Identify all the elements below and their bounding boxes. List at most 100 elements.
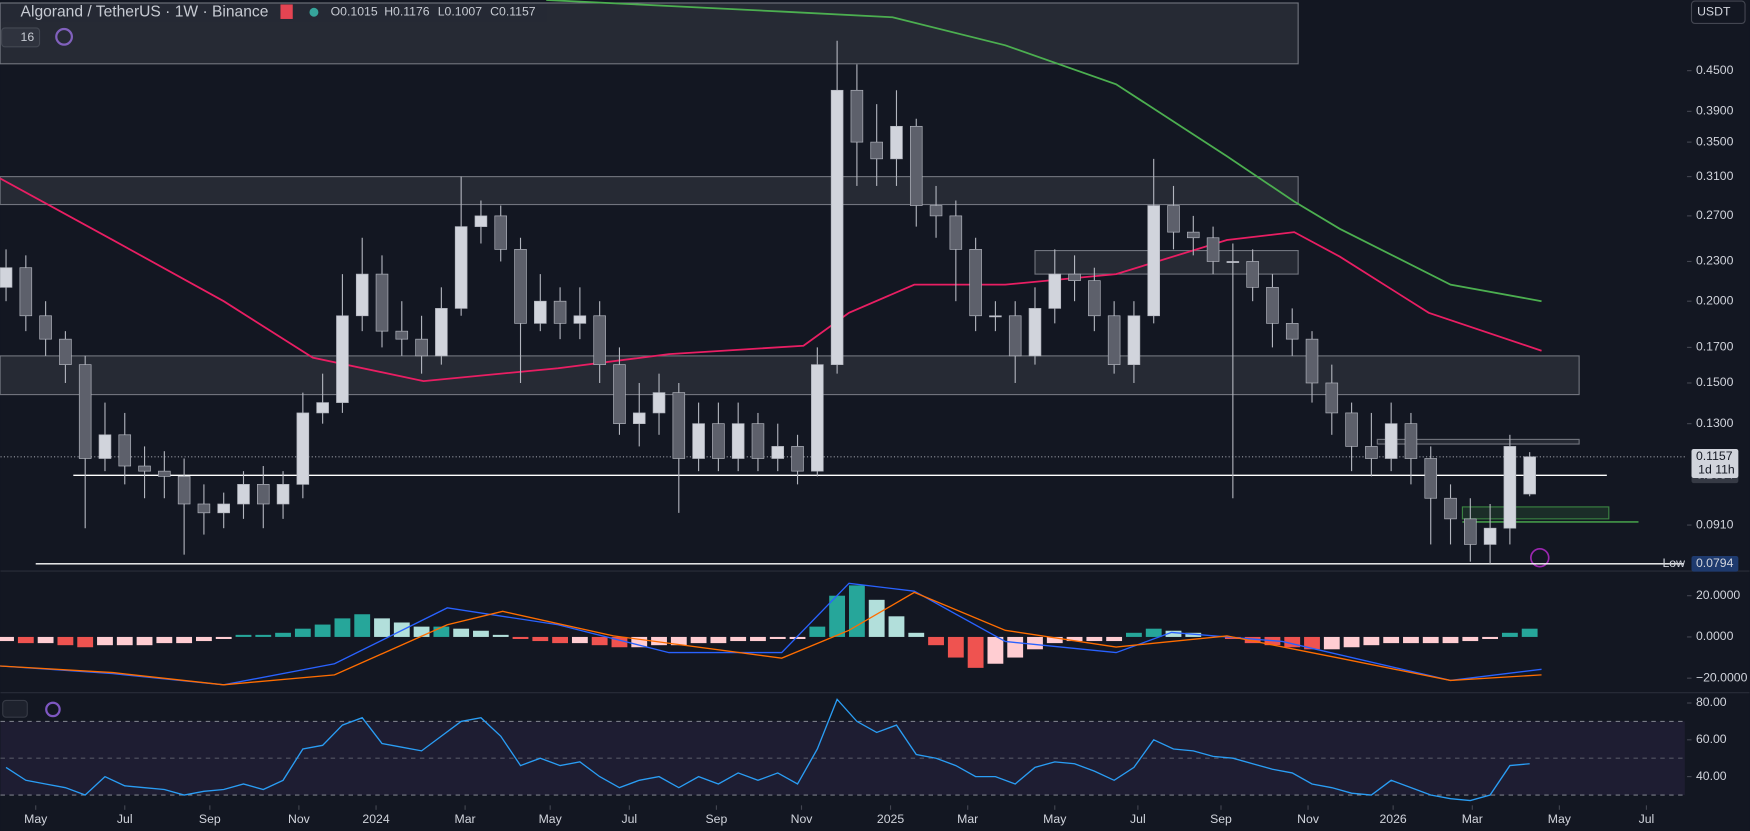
indicator-count[interactable]: 16 <box>21 30 35 44</box>
candle-body <box>1266 286 1279 324</box>
histogram-bar <box>334 618 351 637</box>
candle-body <box>78 364 92 459</box>
candle-body <box>969 249 982 317</box>
histogram-bar <box>354 614 371 637</box>
histogram-bar <box>413 626 430 637</box>
histogram-bar <box>1106 636 1123 642</box>
histogram-bar <box>77 636 94 648</box>
zone <box>0 176 1299 206</box>
candle-body <box>276 484 290 505</box>
histogram-bar <box>1244 636 1261 644</box>
candle-body <box>316 402 329 414</box>
price-label-bg <box>1691 556 1739 572</box>
candle-body <box>494 215 507 250</box>
histogram-bar <box>532 636 549 642</box>
histogram-bar <box>730 636 747 642</box>
histogram-bar <box>473 630 489 637</box>
histogram-bar <box>591 636 608 646</box>
candle-body <box>1285 323 1299 340</box>
histogram-bar <box>433 626 450 637</box>
candle-body <box>395 330 409 340</box>
alert-icon[interactable] <box>1530 547 1550 568</box>
histogram-bar <box>1442 636 1459 644</box>
candle-body <box>731 423 745 459</box>
x-tick-label: Nov <box>1297 812 1320 826</box>
x-tick-label: Jul <box>622 812 638 826</box>
candle-body <box>613 364 626 424</box>
histogram-bar <box>1462 636 1479 642</box>
candle-body <box>1127 315 1141 365</box>
symbol[interactable]: Algorand / TetherUS · 1W · Binance <box>21 3 269 20</box>
candle-body <box>870 141 883 160</box>
candle-body <box>1107 315 1121 365</box>
candle-body <box>672 392 686 459</box>
candle-body <box>632 412 646 424</box>
histogram-bar <box>275 632 291 637</box>
x-tick-label: Sep <box>1210 812 1232 826</box>
histogram-bar <box>17 636 34 644</box>
x-tick-label: Jul <box>1639 812 1655 826</box>
y-tick-label: 40.00 <box>1696 769 1727 783</box>
sync-icon[interactable] <box>45 701 61 718</box>
histogram-bar <box>1403 636 1419 644</box>
candle-body <box>1167 205 1180 233</box>
candle-body <box>257 484 270 505</box>
candle-body <box>830 89 844 365</box>
histogram-bar <box>670 636 687 646</box>
histogram-bar <box>769 636 786 639</box>
candle-body <box>98 434 112 459</box>
candle-body <box>573 315 587 324</box>
currency-button[interactable] <box>1690 0 1746 24</box>
sync-icon[interactable] <box>55 27 74 46</box>
histogram-bar <box>750 636 766 642</box>
histogram-bar <box>37 636 54 644</box>
moving-average <box>0 177 1542 382</box>
candle-body <box>652 392 666 414</box>
histogram-bar <box>829 595 846 637</box>
histogram-bar <box>947 636 964 658</box>
last-price-label: 0.1157 <box>1696 449 1733 463</box>
histogram-bar <box>1086 636 1103 642</box>
candle-body <box>158 470 171 477</box>
candle-body <box>850 89 864 143</box>
candle-body <box>1068 273 1081 281</box>
indicator-toggle[interactable] <box>1 27 41 48</box>
candle-body <box>237 484 250 505</box>
histogram-bar <box>314 624 331 637</box>
y-tick-label: 0.4500 <box>1696 63 1734 77</box>
candle-body <box>118 434 132 467</box>
candle-body <box>909 125 923 206</box>
flag[interactable] <box>280 4 293 19</box>
histogram-bar <box>1343 636 1360 648</box>
histogram-bar <box>235 634 252 637</box>
x-tick-label: Mar <box>1462 812 1483 826</box>
candle-body <box>1305 338 1319 384</box>
candle-body <box>1206 237 1220 262</box>
currency[interactable]: USDT <box>1697 5 1731 19</box>
x-tick-label: Mar <box>455 812 476 826</box>
candle-body <box>1424 458 1438 499</box>
histogram-bar <box>156 636 173 644</box>
candle-body <box>435 308 448 357</box>
histogram-bar <box>1027 636 1043 650</box>
candle-body <box>1147 205 1160 317</box>
y-tick-label: 60.00 <box>1696 732 1727 746</box>
ohlc-low: L0.1007 <box>438 5 482 19</box>
candle-body <box>1365 446 1378 459</box>
candle-body <box>1444 497 1457 520</box>
candle-body <box>59 338 72 365</box>
pane-toggle[interactable] <box>2 699 28 718</box>
histogram-bar <box>967 636 984 668</box>
candle-body <box>989 315 1002 318</box>
histogram-bar <box>57 636 74 646</box>
candle-body <box>811 364 824 472</box>
candle-body <box>712 423 725 459</box>
candle-body <box>415 338 428 357</box>
candle-body <box>534 300 547 324</box>
histogram-bar <box>1501 632 1518 637</box>
macd-line <box>0 582 1542 686</box>
histogram-bar <box>1521 628 1538 637</box>
histogram-bar <box>512 636 529 639</box>
